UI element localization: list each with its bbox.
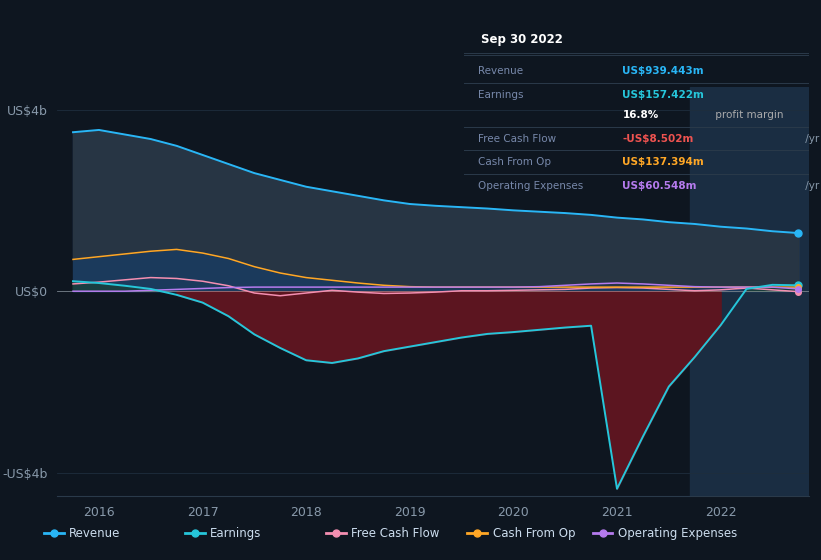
Text: US$137.394m: US$137.394m — [622, 157, 704, 167]
Text: Cash From Op: Cash From Op — [493, 527, 575, 540]
Text: Operating Expenses: Operating Expenses — [478, 181, 583, 191]
Text: US$60.548m: US$60.548m — [622, 181, 697, 191]
Text: /yr: /yr — [802, 133, 819, 143]
Text: /yr: /yr — [819, 90, 821, 100]
Bar — [690, 87, 809, 496]
Text: US$157.422m: US$157.422m — [622, 90, 704, 100]
Text: Earnings: Earnings — [478, 90, 523, 100]
Text: US$939.443m: US$939.443m — [622, 66, 704, 76]
Text: profit margin: profit margin — [712, 110, 783, 120]
Text: Earnings: Earnings — [210, 527, 262, 540]
Text: Revenue: Revenue — [69, 527, 121, 540]
Text: Sep 30 2022: Sep 30 2022 — [481, 32, 563, 45]
Text: Free Cash Flow: Free Cash Flow — [351, 527, 440, 540]
Text: /yr: /yr — [802, 181, 819, 191]
Text: /yr: /yr — [819, 157, 821, 167]
Text: Cash From Op: Cash From Op — [478, 157, 551, 167]
Text: /yr: /yr — [819, 66, 821, 76]
Text: Operating Expenses: Operating Expenses — [618, 527, 737, 540]
Text: -US$8.502m: -US$8.502m — [622, 133, 694, 143]
Text: Revenue: Revenue — [478, 66, 523, 76]
Text: 16.8%: 16.8% — [622, 110, 658, 120]
Text: Free Cash Flow: Free Cash Flow — [478, 133, 556, 143]
